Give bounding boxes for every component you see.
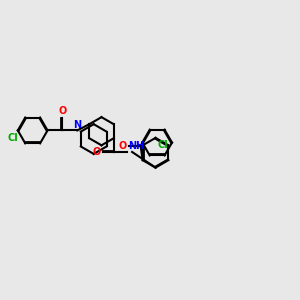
Text: O: O xyxy=(58,106,67,116)
Text: O: O xyxy=(92,147,100,157)
Text: NH: NH xyxy=(128,141,144,152)
Text: O: O xyxy=(119,142,127,152)
Text: N: N xyxy=(73,120,81,130)
Text: Cl: Cl xyxy=(8,133,19,143)
Text: Cl: Cl xyxy=(158,140,168,150)
